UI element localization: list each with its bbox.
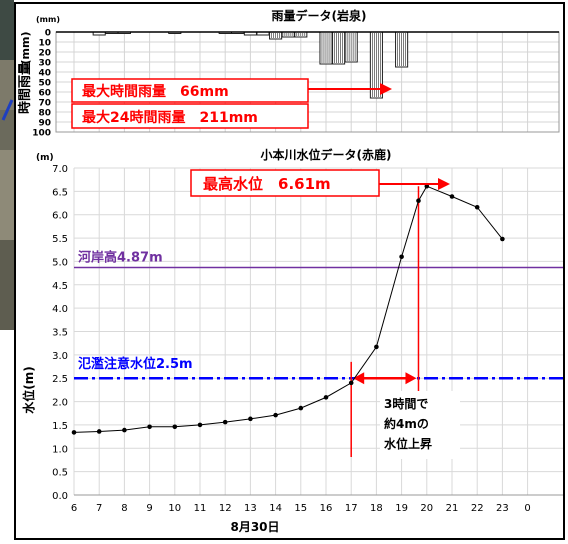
water-level-point xyxy=(298,405,304,411)
rain-annotation-hourly: 最大時間雨量 66mm xyxy=(82,83,229,100)
water-level-point xyxy=(248,416,253,422)
level-title: 小本川水位データ(赤鹿) xyxy=(261,147,392,162)
rain-ylabel: 時間雨量 (mm) xyxy=(17,32,33,115)
level-xtick-label: 14 xyxy=(269,503,282,514)
level-xtick-label: 13 xyxy=(244,503,257,514)
level-xtick-label: 10 xyxy=(168,503,181,514)
water-level-point xyxy=(348,380,354,386)
chart-panel: 雨量データ(岩泉) (mm) 時間雨量 (mm) 0 10 20 30 40 50 60 70… xyxy=(14,2,565,540)
level-xtick-label: 0 xyxy=(524,503,530,514)
level-xtick-label: 11 xyxy=(194,503,207,514)
level-ytick-label: 4.5 xyxy=(52,281,68,292)
rain-annotation-box-hourly xyxy=(71,78,309,103)
level-ytick-label: 2.0 xyxy=(52,398,68,409)
water-level-point xyxy=(197,422,203,428)
peak-annotation: 最高水位 6.61m xyxy=(203,175,331,193)
rain-ytick-label: 50 xyxy=(38,79,51,89)
rise-arrowhead-right xyxy=(405,372,417,385)
water-level-point xyxy=(424,183,430,189)
level-ytick-label: 7.0 xyxy=(52,164,68,175)
level-ytick-label: 3.5 xyxy=(52,328,68,339)
level-yticks: 0.0 0.5 1.0 1.5 2.0 2.5 3.0 3.5 4.0 4.5 5.0 5.5 6.0 6… xyxy=(52,164,68,502)
rise-note-box xyxy=(380,391,460,459)
rain-ytick-label: 30 xyxy=(38,59,51,69)
rise-note-line2: 約4mの xyxy=(384,416,429,431)
rain-ytick-label: 100 xyxy=(32,129,51,139)
level-ytick-label: 1.5 xyxy=(52,421,68,432)
water-level-point xyxy=(96,429,102,434)
peak-annotation-arrowhead xyxy=(438,178,450,190)
water-level-point xyxy=(416,198,421,203)
level-ytick-label: 2.5 xyxy=(52,374,68,385)
rain-chart: 雨量データ(岩泉) (mm) 時間雨量 (mm) 010203040506070… xyxy=(17,8,560,139)
rain-annotation-arrowhead xyxy=(380,83,392,95)
level-ytick-label: 4.0 xyxy=(52,304,68,315)
water-level-point xyxy=(122,427,127,433)
rain-ytick-label: 20 xyxy=(38,49,51,59)
rise-note-line1: 3時間で xyxy=(384,396,428,411)
water-level-point xyxy=(172,424,178,430)
rain-ytick-label: 40 xyxy=(38,69,51,79)
rise-note-line3: 水位上昇 xyxy=(384,436,432,451)
water-level-point xyxy=(374,344,379,350)
level-xtick-label: 23 xyxy=(496,503,509,514)
water-level-point xyxy=(323,395,329,400)
level-xtick-label: 6 xyxy=(71,503,77,514)
rain-ytick-label: 70 xyxy=(38,99,51,109)
level-xtick-label: 8 xyxy=(121,503,127,514)
level-chart: 小本川水位データ(赤鹿) (m) 水位(m) 0.0 0.5 1.0 1.5 2.0 2.… xyxy=(21,147,563,534)
water-level-point xyxy=(500,236,505,242)
level-ytick-label: 3.0 xyxy=(52,351,68,362)
level-ytick-label: 6.0 xyxy=(52,211,68,222)
rain-annotation-24h: 最大24時間雨量 211mm xyxy=(82,109,258,126)
rain-ytick-label: 0 xyxy=(45,29,51,39)
level-ytick-label: 5.5 xyxy=(52,234,68,245)
level-xticks: 6 7 8 9 10 11 12 13 14 15 16 17 18 19 20 21 22 23 0 xyxy=(71,503,531,514)
rain-annotation-box-24h xyxy=(71,103,309,129)
level-xtick-label: 9 xyxy=(146,503,152,514)
rain-ytick-label: 60 xyxy=(38,89,51,99)
rain-ylabel-unit: (mm) xyxy=(19,32,32,65)
water-level-series xyxy=(71,183,505,435)
water-level-point xyxy=(449,194,455,199)
rain-ytick-label: 80 xyxy=(38,109,51,119)
level-ytick-label: 0.5 xyxy=(52,468,68,479)
level-unit: (m) xyxy=(36,153,54,163)
rain-ytick-label: 10 xyxy=(38,39,51,49)
flood-warning-label: 氾濫注意水位2.5m xyxy=(78,356,193,372)
level-ytick-label: 5.0 xyxy=(52,257,68,268)
level-xtick-label: 19 xyxy=(395,503,408,514)
level-gridlines xyxy=(73,167,563,496)
level-xtick-label: 7 xyxy=(96,503,102,514)
level-xtick-label: 20 xyxy=(420,503,433,514)
level-xtick-label: 18 xyxy=(370,503,383,514)
water-level-point xyxy=(399,254,404,260)
level-xtick-label: 12 xyxy=(219,503,232,514)
rise-arrowhead-left xyxy=(353,372,365,385)
rain-ytick-label: 90 xyxy=(38,119,51,129)
water-level-point xyxy=(71,430,77,435)
background-photo-strip xyxy=(0,0,14,330)
level-ytick-label: 6.5 xyxy=(52,187,68,198)
water-level-point xyxy=(273,412,278,418)
level-xlabel: 8月30日 xyxy=(230,520,279,534)
charts-svg: 雨量データ(岩泉) (mm) 時間雨量 (mm) 010203040506070… xyxy=(17,8,563,534)
peak-annotation-box xyxy=(190,169,380,197)
level-ylabel: 水位(m) xyxy=(21,366,36,413)
water-level-point xyxy=(222,419,228,425)
rain-ylabel-text: 時間雨量 xyxy=(17,62,33,114)
level-ytick-label: 1.0 xyxy=(52,444,68,455)
level-xtick-label: 21 xyxy=(446,503,459,514)
level-xtick-label: 17 xyxy=(345,503,358,514)
level-xtick-label: 15 xyxy=(294,503,307,514)
rain-title: 雨量データ(岩泉) xyxy=(272,8,367,23)
water-level-point xyxy=(147,424,152,430)
bank-height-label: 河岸高4.87m xyxy=(78,250,163,266)
water-level-point xyxy=(474,204,480,210)
level-xtick-label: 22 xyxy=(471,503,484,514)
rain-unit: (mm) xyxy=(36,15,60,24)
level-ytick-label: 0.0 xyxy=(52,491,68,502)
level-xtick-label: 16 xyxy=(320,503,333,514)
